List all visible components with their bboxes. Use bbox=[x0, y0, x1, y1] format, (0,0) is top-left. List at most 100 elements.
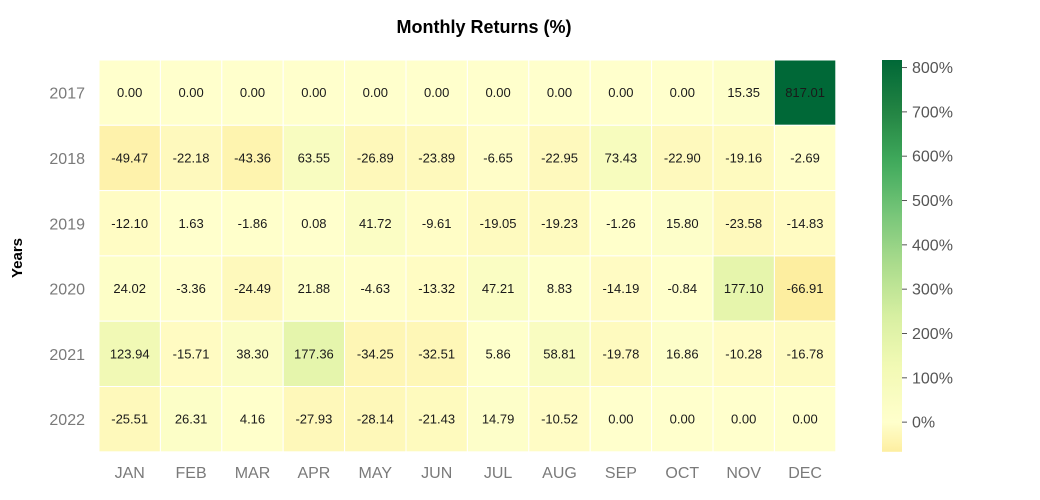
heatmap-cell-label: 0.00 bbox=[731, 412, 756, 427]
heatmap-cell-label: 58.81 bbox=[543, 346, 576, 361]
heatmap-cell-label: 41.72 bbox=[359, 216, 392, 231]
heatmap-cell-label: -15.71 bbox=[173, 346, 210, 361]
heatmap-cells bbox=[98, 59, 837, 453]
heatmap-cell-label: 14.79 bbox=[482, 412, 515, 427]
x-tick-label: FEB bbox=[176, 465, 207, 482]
y-tick-label: 2017 bbox=[49, 86, 85, 103]
heatmap-cell bbox=[712, 320, 775, 388]
heatmap-cell bbox=[159, 320, 223, 388]
chart-title: Monthly Returns (%) bbox=[397, 17, 572, 37]
heatmap-cell-label: 0.00 bbox=[485, 85, 510, 100]
heatmap-cell bbox=[528, 124, 591, 192]
heatmap-cell bbox=[282, 124, 346, 192]
heatmap-cell-label: 63.55 bbox=[298, 150, 331, 165]
heatmap-cell bbox=[221, 190, 284, 257]
heatmap-cell bbox=[589, 386, 653, 453]
heatmap-cell bbox=[344, 124, 407, 192]
heatmap-cell-label: 5.86 bbox=[485, 346, 510, 361]
heatmap-cell-label: -14.83 bbox=[787, 216, 824, 231]
heatmap-cell-label: -19.16 bbox=[725, 150, 762, 165]
heatmap-cell bbox=[159, 124, 223, 192]
colorbar-tick-label: 700% bbox=[912, 104, 953, 121]
heatmap-cell bbox=[282, 386, 346, 453]
heatmap-cell-label: 177.36 bbox=[294, 346, 334, 361]
heatmap-cell-label: 15.35 bbox=[727, 85, 760, 100]
heatmap-cell-label: 0.00 bbox=[363, 85, 388, 100]
heatmap-cell bbox=[405, 59, 468, 126]
heatmap-cell-label: 47.21 bbox=[482, 281, 515, 296]
heatmap-cell-label: 0.08 bbox=[301, 216, 326, 231]
heatmap-cell-label: 0.00 bbox=[670, 85, 695, 100]
heatmap-cell bbox=[344, 320, 407, 388]
heatmap-cell-label: -22.95 bbox=[541, 150, 578, 165]
heatmap-cell-label: -9.61 bbox=[422, 216, 452, 231]
heatmap-cell bbox=[773, 190, 837, 257]
heatmap-cell bbox=[773, 255, 837, 322]
heatmap-cell-label: 0.00 bbox=[301, 85, 326, 100]
heatmap-cell bbox=[282, 255, 346, 322]
heatmap-cell-label: -22.90 bbox=[664, 150, 701, 165]
x-tick-label: AUG bbox=[542, 465, 577, 482]
heatmap-cell-label: -43.36 bbox=[234, 150, 271, 165]
heatmap-cell-label: -21.43 bbox=[418, 412, 455, 427]
heatmap-cell bbox=[98, 386, 161, 453]
heatmap-cell bbox=[405, 255, 468, 322]
heatmap-cell bbox=[528, 320, 591, 388]
y-tick-label: 2018 bbox=[49, 151, 85, 168]
colorbar-tick-label: 0% bbox=[912, 415, 935, 432]
heatmap-cell bbox=[589, 255, 653, 322]
heatmap-cell bbox=[159, 255, 223, 322]
heatmap-cell-label: 26.31 bbox=[175, 412, 208, 427]
heatmap-cell bbox=[712, 255, 775, 322]
y-tick-label: 2020 bbox=[49, 282, 85, 299]
heatmap-cell bbox=[466, 124, 530, 192]
heatmap-cell-label: 1.63 bbox=[178, 216, 203, 231]
heatmap-cell-label: 0.00 bbox=[424, 85, 449, 100]
x-tick-label: JUL bbox=[484, 465, 513, 482]
heatmap-cell-label: -66.91 bbox=[787, 281, 824, 296]
colorbar-tick-label: 400% bbox=[912, 237, 953, 254]
colorbar-tick-label: 300% bbox=[912, 282, 953, 299]
heatmap-cell-label: 24.02 bbox=[113, 281, 146, 296]
heatmap-cell-label: -26.89 bbox=[357, 150, 394, 165]
x-tick-label: DEC bbox=[788, 465, 822, 482]
heatmap-cell-label: -34.25 bbox=[357, 346, 394, 361]
heatmap-cell-label: -19.05 bbox=[480, 216, 517, 231]
heatmap-cell-label: -19.78 bbox=[602, 346, 639, 361]
heatmap-cell-label: -0.84 bbox=[667, 281, 697, 296]
heatmap-cell-label: 16.86 bbox=[666, 346, 699, 361]
x-axis-tick-labels: JAN FEB MAR APR MAY JUN JUL AUG SEP OCT NOV DEC bbox=[115, 465, 822, 482]
colorbar bbox=[882, 60, 902, 452]
heatmap-cell bbox=[528, 59, 591, 126]
heatmap-cell-label: -10.28 bbox=[725, 346, 762, 361]
x-tick-label: SEP bbox=[605, 465, 637, 482]
heatmap-cell bbox=[159, 386, 223, 453]
colorbar-tick-label: 100% bbox=[912, 370, 953, 387]
heatmap-cell bbox=[773, 386, 837, 453]
heatmap-cell bbox=[773, 124, 837, 192]
colorbar-ticks: 0% 100% 200% 300% 400% 500% 600% 700% 800% bbox=[902, 60, 953, 432]
x-tick-label: JUN bbox=[421, 465, 452, 482]
heatmap-cell-label: 21.88 bbox=[298, 281, 331, 296]
heatmap-cell-label: 38.30 bbox=[236, 346, 269, 361]
colorbar-tick-label: 600% bbox=[912, 149, 953, 166]
heatmap-cell-label: 8.83 bbox=[547, 281, 572, 296]
heatmap-cell-label: -14.19 bbox=[602, 281, 639, 296]
heatmap-cell bbox=[98, 320, 161, 388]
heatmap-cell bbox=[221, 59, 284, 126]
y-axis-label: Years bbox=[9, 238, 26, 278]
heatmap-cell bbox=[589, 124, 653, 192]
heatmap-cell-label: -24.49 bbox=[234, 281, 271, 296]
heatmap-cell-label: -4.63 bbox=[360, 281, 390, 296]
heatmap-cell-label: -27.93 bbox=[295, 412, 332, 427]
heatmap-cell-label: 0.00 bbox=[240, 85, 265, 100]
heatmap-cell-label: 4.16 bbox=[240, 412, 265, 427]
heatmap-cell-label: -49.47 bbox=[111, 150, 148, 165]
heatmap-cell-label: 0.00 bbox=[547, 85, 572, 100]
heatmap-cell-label: -22.18 bbox=[173, 150, 210, 165]
heatmap-cell bbox=[221, 255, 284, 322]
x-tick-label: NOV bbox=[726, 465, 761, 482]
heatmap-cell bbox=[466, 190, 530, 257]
heatmap-cell-label: 0.00 bbox=[608, 85, 633, 100]
